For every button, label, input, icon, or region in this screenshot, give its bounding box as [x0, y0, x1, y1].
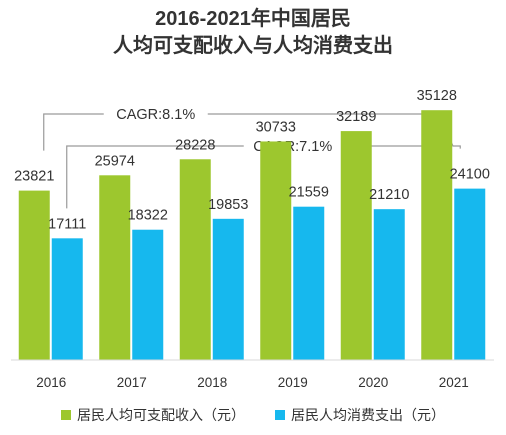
bar-consumption-2020 — [373, 209, 405, 360]
data-label-income-2016: 23821 — [14, 169, 54, 185]
data-label-income-2021: 35128 — [417, 88, 457, 104]
x-tick-2016: 2016 — [36, 375, 66, 390]
legend-swatch-income — [61, 410, 71, 420]
data-labels: 23821 17111 25974 18322 28228 19853 30733 21559… — [14, 88, 490, 232]
cagr-label-income: CAGR:8.1% — [116, 107, 195, 123]
legend: 居民人均可支配收入（元） 居民人均消费支出（元） — [0, 405, 506, 425]
data-label-consumption-2017: 18322 — [128, 208, 168, 224]
chart-title-line-2: 人均可支配收入与人均消费支出 — [113, 35, 393, 57]
bar-consumption-2018 — [212, 218, 244, 360]
data-label-consumption-2018: 19853 — [208, 197, 248, 213]
bar-income-2018 — [179, 159, 211, 360]
cagr-bracket-consumption-left — [66, 145, 244, 209]
legend-label-income: 居民人均可支配收入（元） — [77, 407, 245, 423]
bar-consumption-2016 — [51, 238, 83, 360]
data-label-income-2020: 32189 — [336, 109, 376, 125]
bar-income-2019 — [260, 141, 292, 360]
x-axis-ticks: 2016 2017 2018 2019 2020 2021 — [36, 375, 469, 390]
data-label-consumption-2021: 24100 — [450, 167, 490, 183]
bar-income-2017 — [99, 175, 131, 360]
data-label-income-2018: 28228 — [175, 137, 215, 153]
x-tick-2017: 2017 — [117, 375, 147, 390]
bar-consumption-2019 — [293, 206, 325, 360]
data-label-income-2017: 25974 — [95, 153, 135, 169]
legend-swatch-consumption — [275, 410, 285, 420]
legend-item-consumption: 居民人均消费支出（元） — [275, 405, 445, 425]
cagr-bracket-income-right — [207, 113, 441, 140]
x-tick-2020: 2020 — [358, 375, 388, 390]
bar-consumption-2021 — [454, 188, 486, 360]
chart-title: 2016-2021年中国居民 人均可支配收入与人均消费支出 — [0, 6, 506, 60]
x-tick-2019: 2019 — [278, 375, 308, 390]
x-tick-2021: 2021 — [439, 375, 469, 390]
data-label-consumption-2019: 21559 — [289, 185, 329, 201]
x-tick-2018: 2018 — [197, 375, 227, 390]
bar-income-2016 — [18, 190, 50, 360]
bar-group — [18, 110, 486, 360]
data-label-consumption-2016: 17111 — [48, 216, 86, 232]
bar-income-2021 — [421, 110, 453, 360]
legend-label-consumption: 居民人均消费支出（元） — [291, 407, 445, 423]
data-label-income-2019: 30733 — [256, 119, 296, 135]
bar-consumption-2017 — [132, 229, 164, 360]
cagr-bracket-income-left — [43, 113, 104, 151]
legend-item-income: 居民人均可支配收入（元） — [61, 405, 245, 425]
data-label-consumption-2020: 21210 — [369, 187, 409, 203]
bar-income-2020 — [340, 131, 372, 360]
chart-title-line-1: 2016-2021年中国居民 — [155, 8, 351, 30]
